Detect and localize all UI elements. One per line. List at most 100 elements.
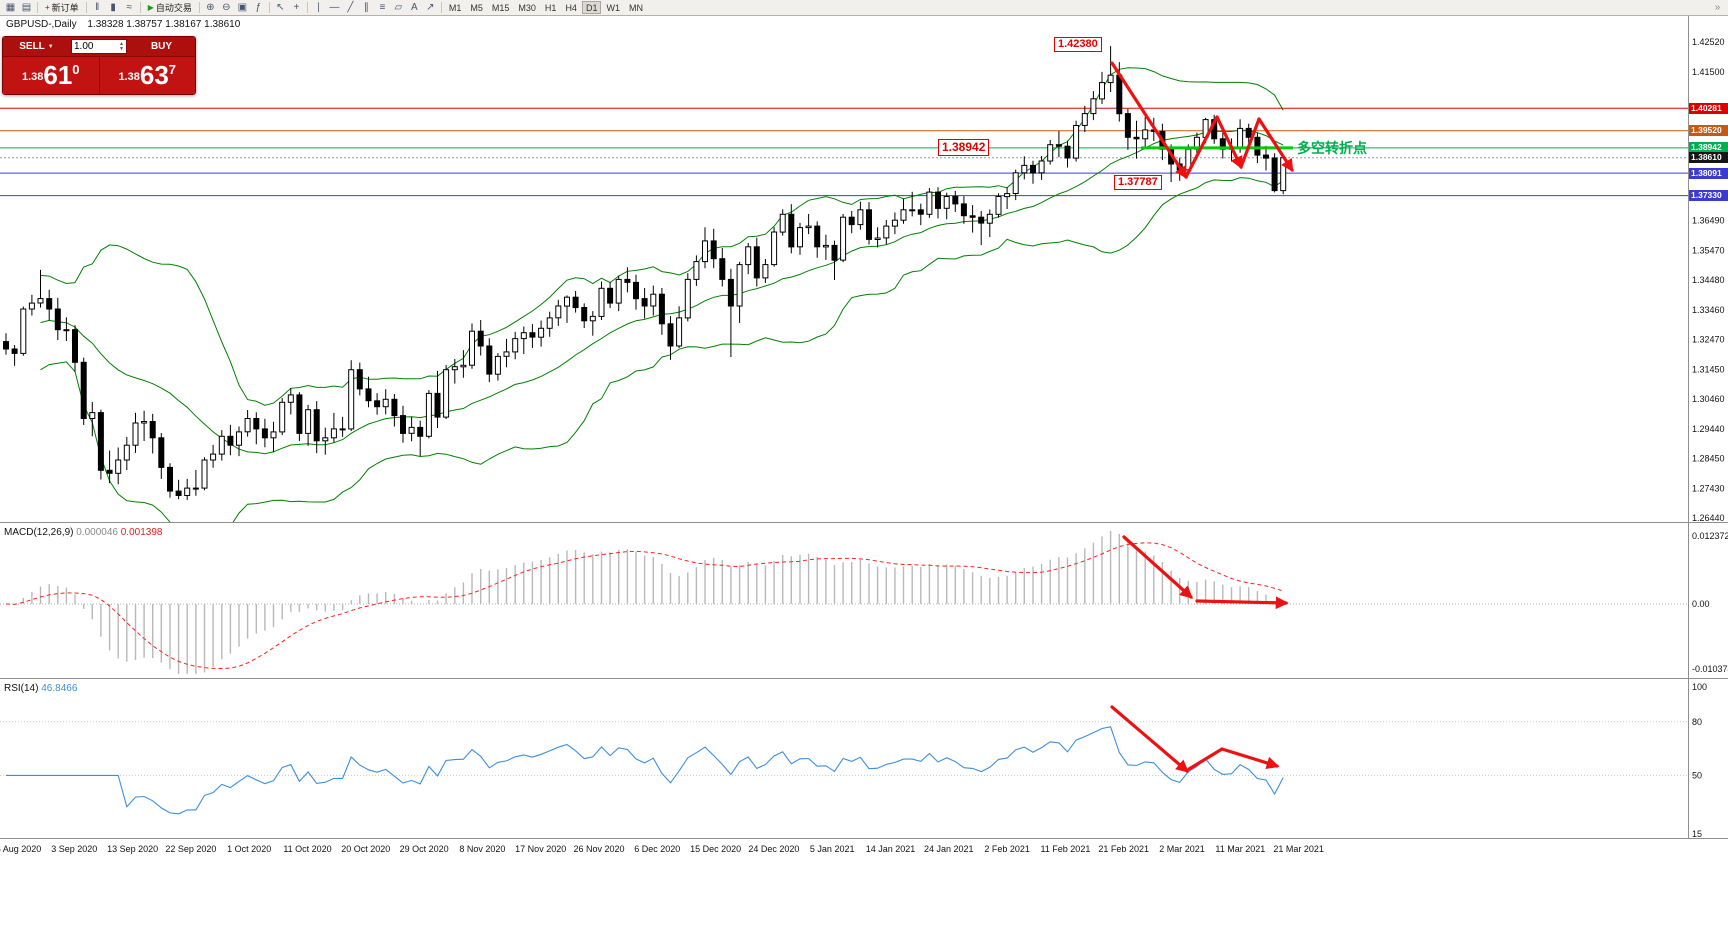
macd-name: MACD(12,26,9) bbox=[4, 527, 74, 538]
price-badge: 1.40281 bbox=[1689, 102, 1728, 114]
buy-price-button[interactable]: 1.38 63 7 bbox=[100, 57, 196, 94]
svg-text:1 Oct 2020: 1 Oct 2020 bbox=[227, 844, 271, 854]
timeframe-button-M30[interactable]: M30 bbox=[518, 3, 536, 13]
cursor-icon[interactable]: ↖ bbox=[276, 1, 285, 13]
annotation-peak-price[interactable]: 1.42380 bbox=[1054, 37, 1102, 52]
autotrading-button-label: 自动交易 bbox=[155, 3, 192, 13]
svg-text:26 Nov 2020: 26 Nov 2020 bbox=[573, 844, 624, 854]
arrow-tools-icon[interactable]: ↗ bbox=[426, 1, 435, 13]
candlestick-chart-icon[interactable]: ▮ bbox=[110, 1, 116, 13]
zoom-in-icon[interactable]: ⊕ bbox=[206, 1, 215, 13]
macd-indicator-label: MACD(12,26,9) 0.000046 0.001398 bbox=[4, 527, 162, 538]
svg-text:14 Jan 2021: 14 Jan 2021 bbox=[866, 844, 916, 854]
horizontal-line-icon[interactable]: ― bbox=[329, 1, 340, 13]
svg-text:-0.010374: -0.010374 bbox=[1692, 664, 1728, 674]
svg-text:80: 80 bbox=[1692, 717, 1702, 727]
equidistant-channel-icon[interactable]: ∥ bbox=[363, 1, 369, 13]
svg-text:1.35470: 1.35470 bbox=[1692, 246, 1725, 256]
rsi-panel: 100 80 50 15 bbox=[0, 682, 1707, 839]
autotrading-button[interactable]: ▶ 自动交易 bbox=[144, 1, 196, 15]
timeframe-button-W1[interactable]: W1 bbox=[606, 3, 620, 13]
macd-signal-line bbox=[5, 542, 1284, 670]
timeframe-button-D1[interactable]: D1 bbox=[581, 1, 602, 14]
new-chart-icon[interactable]: ▦ bbox=[5, 1, 16, 13]
bar-chart-icon[interactable]: ‖ bbox=[95, 1, 100, 13]
annotation-arrows[interactable] bbox=[1110, 61, 1294, 773]
text-label-icon[interactable]: A bbox=[411, 1, 418, 13]
one-click-header: SELL ▼ 1.00 ▲ ▼ BUY bbox=[3, 37, 195, 57]
trend-arrow[interactable] bbox=[1184, 115, 1219, 179]
volume-input[interactable]: 1.00 ▲ ▼ bbox=[71, 39, 127, 54]
time-scale[interactable]: 26 Aug 2020 3 Sep 2020 13 Sep 2020 22 Sep 2… bbox=[0, 844, 1324, 854]
volume-spinner[interactable]: ▲ ▼ bbox=[119, 40, 124, 52]
trend-arrow[interactable] bbox=[1239, 117, 1261, 169]
toolbar-separator bbox=[198, 2, 200, 13]
fibonacci-icon[interactable]: ≡ bbox=[379, 1, 386, 13]
sell-price-prefix: 1.38 bbox=[21, 71, 44, 83]
price-badge: 1.39520 bbox=[1689, 125, 1728, 137]
trend-arrow[interactable] bbox=[1215, 115, 1243, 170]
toolbar-separator bbox=[85, 2, 87, 13]
indicators-list-icon[interactable]: ƒ bbox=[255, 1, 262, 13]
svg-text:21 Feb 2021: 21 Feb 2021 bbox=[1098, 844, 1149, 854]
timeframe-button-MN[interactable]: MN bbox=[628, 3, 643, 13]
trend-arrow[interactable] bbox=[1187, 747, 1224, 771]
timeframe-button-H4[interactable]: H4 bbox=[565, 3, 577, 13]
svg-text:13 Sep 2020: 13 Sep 2020 bbox=[107, 844, 158, 854]
svg-text:20 Oct 2020: 20 Oct 2020 bbox=[341, 844, 390, 854]
sell-price-button[interactable]: 1.38 61 0 bbox=[3, 57, 99, 94]
svg-text:11 Oct 2020: 11 Oct 2020 bbox=[283, 844, 331, 854]
line-chart-icon[interactable]: ≈ bbox=[126, 1, 132, 13]
timeframe-button-M1[interactable]: M1 bbox=[448, 3, 462, 13]
chart-profiles-icon[interactable]: ▤ bbox=[21, 1, 32, 13]
zoom-out-icon[interactable]: ⊖ bbox=[222, 1, 231, 13]
tile-windows-icon[interactable]: ▣ bbox=[237, 1, 248, 13]
svg-text:50: 50 bbox=[1692, 770, 1702, 780]
svg-text:1.36490: 1.36490 bbox=[1692, 216, 1725, 226]
new-order-button-icon: + bbox=[45, 3, 50, 12]
timeframe-button-M15[interactable]: M15 bbox=[491, 3, 510, 13]
price-badge: 1.38091 bbox=[1689, 167, 1728, 179]
trend-arrow[interactable] bbox=[1122, 535, 1193, 599]
svg-text:24 Jan 2021: 24 Jan 2021 bbox=[924, 844, 974, 854]
rsi-indicator-label: RSI(14) 46.8466 bbox=[4, 683, 77, 694]
svg-text:8 Nov 2020: 8 Nov 2020 bbox=[459, 844, 505, 854]
trendline-icon[interactable]: ╱ bbox=[347, 1, 354, 13]
sell-tab[interactable]: SELL ▼ bbox=[3, 37, 70, 56]
price-badge: 1.38610 bbox=[1689, 152, 1728, 164]
price-badge: 1.37330 bbox=[1689, 190, 1728, 202]
macd-panel: 0.012372 0.00 -0.010374 bbox=[0, 531, 1728, 674]
svg-text:1.27430: 1.27430 bbox=[1692, 484, 1725, 494]
buy-tab[interactable]: BUY bbox=[128, 37, 195, 56]
toolbar-separator bbox=[440, 2, 442, 13]
trend-arrow[interactable] bbox=[1257, 117, 1294, 173]
svg-text:6 Dec 2020: 6 Dec 2020 bbox=[634, 844, 680, 854]
annotation-low-price[interactable]: 1.37787 bbox=[1114, 175, 1162, 190]
trend-arrow[interactable] bbox=[1220, 747, 1280, 770]
shapes-icon[interactable]: ▱ bbox=[394, 1, 403, 13]
bollinger-lower-band bbox=[40, 177, 1284, 522]
sell-price-sup: 0 bbox=[72, 62, 80, 77]
svg-text:15 Dec 2020: 15 Dec 2020 bbox=[690, 844, 741, 854]
svg-text:1.34480: 1.34480 bbox=[1692, 275, 1725, 285]
trend-arrow[interactable] bbox=[1110, 61, 1188, 180]
annotation-pivot-note[interactable]: 多空转折点 bbox=[1297, 140, 1367, 156]
svg-text:21 Mar 2021: 21 Mar 2021 bbox=[1273, 844, 1324, 854]
timeframe-button-M5[interactable]: M5 bbox=[470, 3, 483, 13]
toolbar-overflow-icon[interactable]: » bbox=[1714, 1, 1721, 13]
price-badge: 1.38942 bbox=[1689, 142, 1728, 154]
toolbar: ▦ ▤ + 新订单 ‖ ▮ ≈ ▶ 自动交易 ⊕ ⊖ ▣ ƒ ↖ + ∣ ― ╱ ∥ ≡ ▱ A ↗ M1 M5 M15 M30 H1… bbox=[0, 0, 1728, 16]
vertical-line-icon[interactable]: ∣ bbox=[315, 1, 321, 13]
price-scale[interactable]: 1.42520 1.41500 1.36490 1.35470 1.34480 1.334… bbox=[1692, 37, 1725, 523]
timeframe-button-H1[interactable]: H1 bbox=[544, 3, 557, 13]
crosshair-icon[interactable]: + bbox=[293, 1, 300, 13]
trend-arrow[interactable] bbox=[1195, 596, 1289, 610]
new-order-button[interactable]: + 新订单 bbox=[41, 1, 83, 15]
toolbar-separator bbox=[268, 2, 270, 13]
trend-arrow[interactable] bbox=[1110, 705, 1189, 773]
svg-text:1.32470: 1.32470 bbox=[1692, 335, 1725, 345]
buy-price-prefix: 1.38 bbox=[118, 71, 140, 83]
annotation-pivot-price[interactable]: 1.38942 bbox=[938, 139, 990, 156]
horizontal-level-lines[interactable] bbox=[0, 107, 1688, 197]
